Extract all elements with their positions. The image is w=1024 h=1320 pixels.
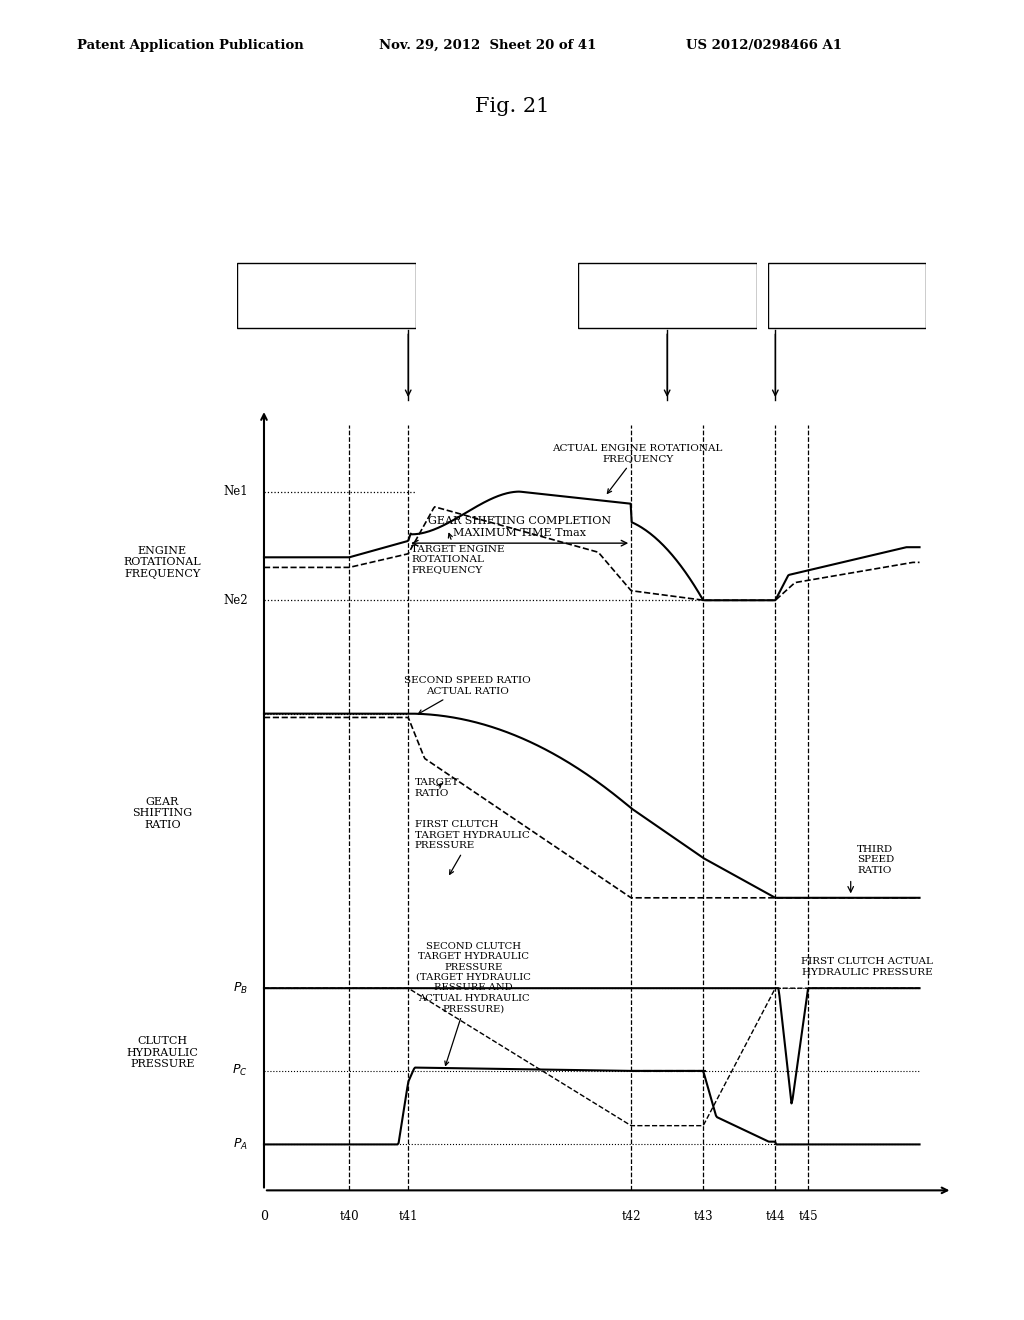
Text: US 2012/0298466 A1: US 2012/0298466 A1 xyxy=(686,38,842,51)
Text: t40: t40 xyxy=(339,1209,359,1222)
Text: Ne2: Ne2 xyxy=(223,594,248,607)
Text: 0: 0 xyxy=(260,1209,268,1222)
Text: CLUTCH SWITCHING
GEAR SHIFTING START: CLUTCH SWITCHING GEAR SHIFTING START xyxy=(257,285,395,306)
Text: GEAR SHIFTING COMPLETION
MAXIMUM TIME Tmax: GEAR SHIFTING COMPLETION MAXIMUM TIME Tm… xyxy=(428,516,611,537)
Text: TARGET ENGINE
ROTATIONAL
FREQUENCY: TARGET ENGINE ROTATIONAL FREQUENCY xyxy=(412,533,505,574)
Text: $P_C$: $P_C$ xyxy=(232,1064,248,1078)
Text: Nov. 29, 2012  Sheet 20 of 41: Nov. 29, 2012 Sheet 20 of 41 xyxy=(379,38,596,51)
Text: GEAR SHIFTING
COMPLETION: GEAR SHIFTING COMPLETION xyxy=(799,285,895,306)
Text: ACTUAL ENGINE ROTATIONAL
FREQUENCY: ACTUAL ENGINE ROTATIONAL FREQUENCY xyxy=(553,444,723,494)
Text: $P_B$: $P_B$ xyxy=(232,981,248,995)
Text: FIRST CLUTCH
TARGET HYDRAULIC
PRESSURE: FIRST CLUTCH TARGET HYDRAULIC PRESSURE xyxy=(415,820,529,874)
Text: Ne1: Ne1 xyxy=(223,486,248,498)
Text: CLUTCH
HYDRAULIC
PRESSURE: CLUTCH HYDRAULIC PRESSURE xyxy=(126,1036,199,1069)
Text: SECOND SPEED RATIO
ACTUAL RATIO: SECOND SPEED RATIO ACTUAL RATIO xyxy=(403,676,530,714)
FancyBboxPatch shape xyxy=(768,264,927,327)
Text: Fig. 21: Fig. 21 xyxy=(475,98,549,116)
FancyBboxPatch shape xyxy=(578,264,757,327)
Text: $P_A$: $P_A$ xyxy=(232,1137,248,1152)
Text: t42: t42 xyxy=(622,1209,641,1222)
Text: ENGINE
ROTATIONAL
FREQUENCY: ENGINE ROTATIONAL FREQUENCY xyxy=(124,545,201,579)
Text: t41: t41 xyxy=(398,1209,418,1222)
FancyBboxPatch shape xyxy=(237,264,416,327)
Text: t45: t45 xyxy=(799,1209,818,1222)
Text: FIRST CLUTCH ACTUAL
HYDRAULIC PRESSURE: FIRST CLUTCH ACTUAL HYDRAULIC PRESSURE xyxy=(801,957,933,977)
Text: CLUTCH CONNECTION
CORRECTION START: CLUTCH CONNECTION CORRECTION START xyxy=(598,285,736,306)
Text: t43: t43 xyxy=(693,1209,713,1222)
Text: TARGET
RATIO: TARGET RATIO xyxy=(415,779,460,797)
Text: Patent Application Publication: Patent Application Publication xyxy=(77,38,303,51)
Text: t44: t44 xyxy=(766,1209,785,1222)
Text: SECOND CLUTCH
TARGET HYDRAULIC
PRESSURE
(TARGET HYDRAULIC
RESSURE AND
ACTUAL HYD: SECOND CLUTCH TARGET HYDRAULIC PRESSURE … xyxy=(417,941,531,1065)
Text: THIRD
SPEED
RATIO: THIRD SPEED RATIO xyxy=(857,845,895,875)
Text: GEAR
SHIFTING
RATIO: GEAR SHIFTING RATIO xyxy=(132,796,193,830)
